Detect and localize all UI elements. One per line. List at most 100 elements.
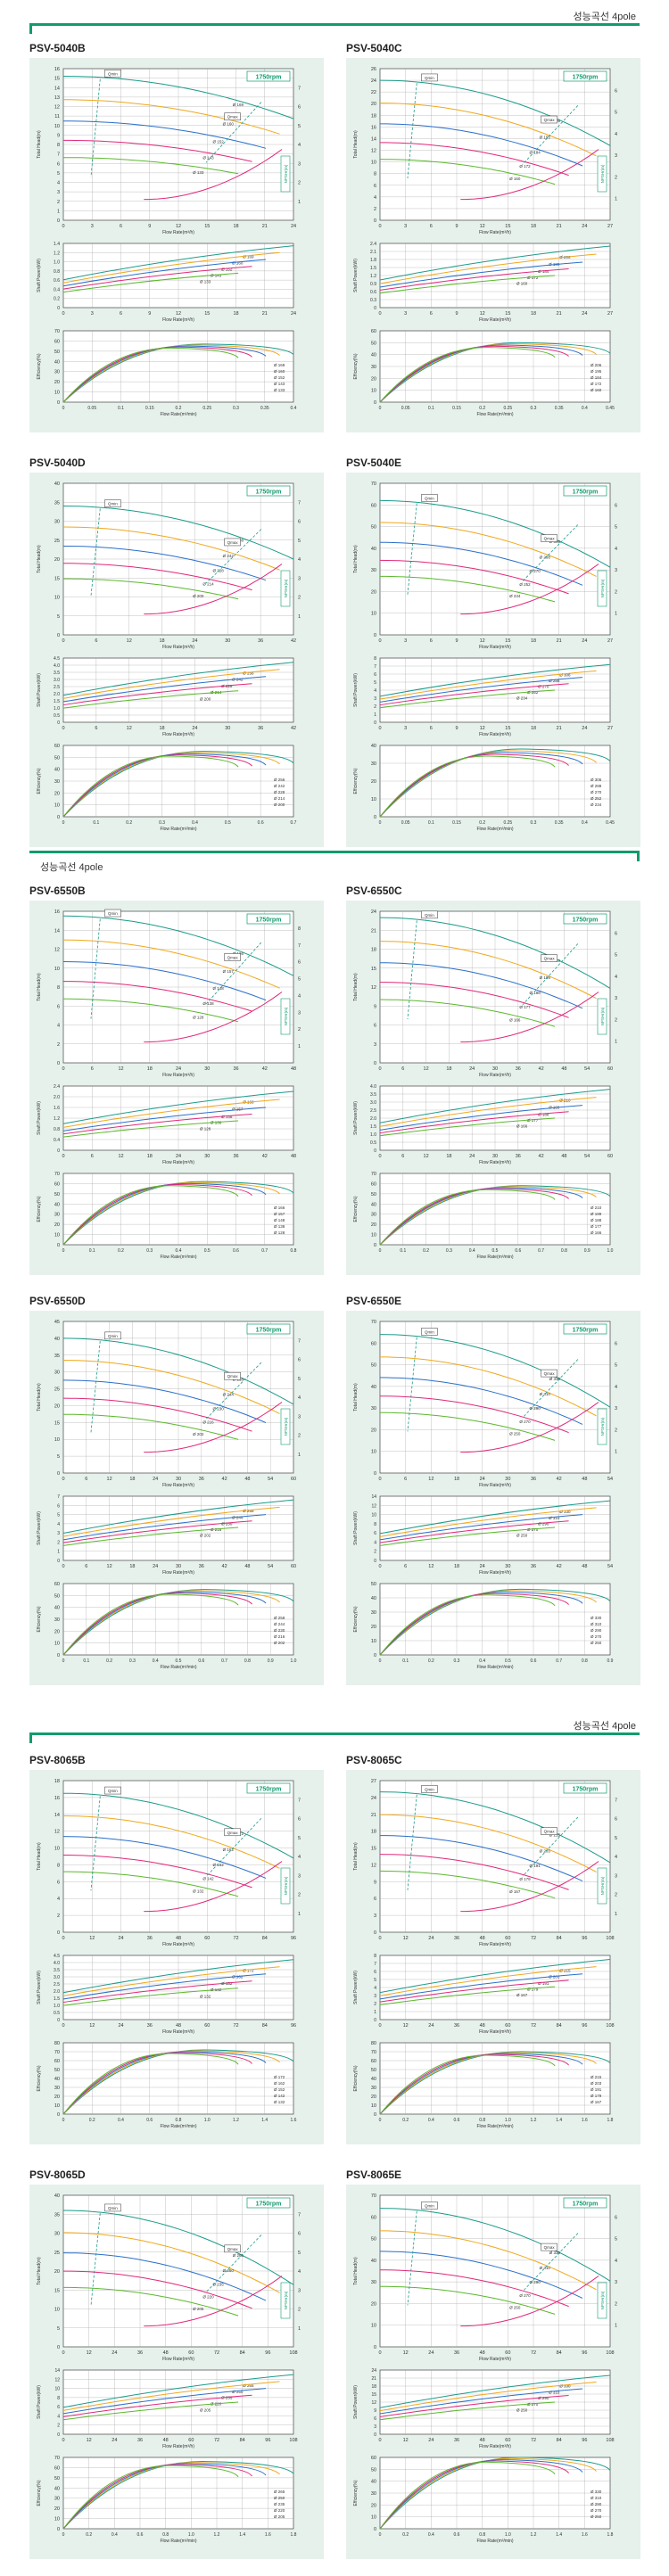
power-tick-label: 10 <box>371 1513 376 1518</box>
x-tick-label: 27 <box>607 638 613 644</box>
head-tick-label: 16 <box>54 67 60 72</box>
efficiency-tick-label: 30 <box>371 1610 376 1616</box>
chart-title: PSV-6550E <box>346 1295 402 1307</box>
npsh-tick-label: 7 <box>298 1798 301 1803</box>
head-tick-label: 10 <box>54 1437 60 1443</box>
power-tick-label: 4.5 <box>54 656 60 662</box>
head-grid <box>62 68 294 221</box>
x-tick-label: 24 <box>291 311 296 317</box>
head-tick-label: 0 <box>374 1930 376 1936</box>
npsh-tick-label: 7 <box>298 500 301 506</box>
power-tick-label: 0 <box>374 1559 376 1564</box>
head-tick-label: 10 <box>54 124 60 129</box>
qmin-box <box>104 909 121 918</box>
x-tick-label: 48 <box>480 2438 485 2443</box>
head-grid <box>62 2194 294 2348</box>
performance-curve-panel: 0 2 4 6 8 10 12 14 16 1 2 3 4 5 6 7 8 0 6 12 18 24 30 36 42 48 Flo… <box>29 901 324 1275</box>
head-tick-label: 12 <box>54 1830 60 1835</box>
qmin-line <box>90 1340 101 1433</box>
power-grid <box>62 1085 294 1151</box>
x-tick-label: 36 <box>137 2350 143 2356</box>
efficiency-tick-label: 10 <box>371 389 376 394</box>
x-tick-label: 108 <box>289 2438 297 2443</box>
impeller-label: Ø 330 <box>559 2384 571 2389</box>
efficiency-curve-5 <box>62 347 239 403</box>
efficiency-tick-label: 60 <box>54 339 60 344</box>
head-tick-label: 25 <box>54 2251 60 2256</box>
head-grid <box>62 482 294 636</box>
x-tick-label: 36 <box>454 1936 459 1941</box>
head-curve-5 <box>379 999 556 1027</box>
qmin-label: Qmin <box>425 2203 434 2208</box>
rpm-box <box>246 1323 291 1335</box>
npsh-axis-label: NPSHr(m) <box>600 2291 605 2309</box>
head-curve-3 <box>380 1835 583 1882</box>
power-curve-3 <box>62 1973 267 2000</box>
impeller-label: Ø 270 <box>591 2508 602 2513</box>
npsh-axis-label: NPSHr(m) <box>284 164 288 183</box>
head-curve-3 <box>380 123 583 167</box>
x-tick-label: 3 <box>91 224 94 229</box>
head-tick-label: 0 <box>374 1061 376 1066</box>
power-curve-2 <box>379 253 597 284</box>
impeller-label: Ø 162 <box>223 1848 235 1852</box>
npsh-tick-label: 5 <box>298 539 301 544</box>
m3min-tick-label: 0.5 <box>204 1248 211 1254</box>
impeller-label: Ø 138 <box>274 1224 285 1229</box>
x-tick-label: 30 <box>176 1477 181 1482</box>
y-axis-label: Efficiency(%) <box>37 1196 42 1222</box>
m3min-tick-label: 0.4 <box>192 820 198 826</box>
head-tick-label: 0 <box>57 1930 60 1936</box>
impeller-label: Ø 252 <box>591 796 602 801</box>
x-tick-label: 0 <box>378 638 381 644</box>
head-tick-label: 50 <box>371 1363 376 1369</box>
efficiency-tick-label: 60 <box>371 2059 376 2064</box>
x-tick-label: 6 <box>401 1066 404 1072</box>
x-tick-label: 6 <box>401 1154 404 1159</box>
impeller-label: Ø 148 <box>274 1218 285 1222</box>
impeller-label: Ø 265 <box>233 2253 244 2258</box>
efficiency-curve-3 <box>379 1592 583 1656</box>
npsh-tick-label: 1 <box>615 612 617 617</box>
efficiency-tick-label: 10 <box>54 2517 60 2523</box>
npsh-tick-label: 5 <box>615 2237 617 2243</box>
efficiency-curve-1 <box>379 748 611 818</box>
head-tick-label: 9 <box>374 1880 376 1885</box>
impeller-label: Ø 310 <box>540 1392 551 1396</box>
efficiency-tick-label: 50 <box>54 1593 60 1599</box>
rpm-box <box>563 1323 607 1335</box>
x-tick-label: 30 <box>492 1066 498 1072</box>
power-curve-2 <box>62 1506 280 1537</box>
impeller-label: Ø 199 <box>540 975 551 980</box>
npshr-curve <box>144 992 283 1043</box>
m3min-tick-label: 0.6 <box>233 1248 239 1254</box>
head-tick-label: 25 <box>54 539 60 544</box>
rpm-label: 1750rpm <box>573 2202 599 2208</box>
x-tick-label: 24 <box>176 1066 181 1072</box>
power-tick-label: 2 <box>57 2424 60 2429</box>
m3min-tick-label: 0.8 <box>479 2532 485 2538</box>
performance-curve-panel: 0 5 10 15 20 25 30 35 40 45 1 2 3 4 5 6 7 0 6 12 18 24 30 36 42 4… <box>29 1311 324 1685</box>
m3min-tick-label: 0.35 <box>555 820 564 826</box>
power-tick-label: 4.0 <box>54 1961 60 1966</box>
x-tick-label: 24 <box>112 2350 117 2356</box>
npsh-tick-label: 1 <box>298 1453 301 1458</box>
npsh-tick-label: 2 <box>298 2308 301 2313</box>
impeller-label: Ø 290 <box>529 2280 541 2284</box>
npsh-axis-label: NPSHr(m) <box>600 1876 605 1895</box>
x-tick-label: 72 <box>214 2350 219 2356</box>
x-tick-label: 9 <box>455 638 458 644</box>
impeller-label: Ø 330 <box>549 1377 561 1381</box>
efficiency-tick-label: 40 <box>54 2077 60 2082</box>
efficiency-tick-label: 50 <box>371 1192 376 1197</box>
m3min-tick-label: 0.15 <box>145 406 154 411</box>
x-tick-label: 12 <box>424 1154 429 1159</box>
head-tick-label: 16 <box>54 909 60 915</box>
impeller-label: Ø 206 <box>591 363 602 367</box>
npsh-axis-label: NPSHr(m) <box>600 164 605 183</box>
qmax-line <box>522 105 579 165</box>
x-tick-label: 0 <box>378 1154 381 1159</box>
qmin-line <box>407 2210 417 2306</box>
npsh-tick-label: 6 <box>298 2232 301 2237</box>
